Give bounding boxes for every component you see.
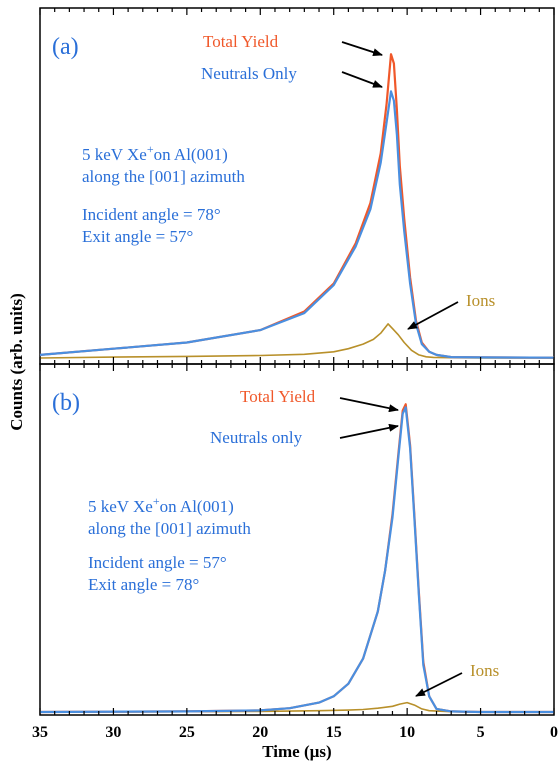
x-tick-labels: 35 30 25 20 15 10 5 0 [32, 724, 558, 741]
panel-a-total-label: Total Yield [203, 32, 279, 51]
panel-a-total-arrow [341, 41, 383, 57]
y-axis-label: Counts (arb. units) [7, 293, 26, 430]
panel-a-desc-line2: along the [001] azimuth [82, 167, 245, 186]
panel-b-desc-line2: along the [001] azimuth [88, 519, 251, 538]
axis-ticks [39, 8, 555, 715]
panel-b-neutrals-label: Neutrals only [210, 428, 303, 447]
panel-a-frame [39, 7, 555, 365]
x-tick-label: 20 [252, 724, 268, 741]
panel-a-label: (a) [52, 34, 79, 60]
panel-b-label: (b) [52, 390, 80, 416]
panel-a-ions-arrow [407, 301, 459, 330]
panel-b-incident: Incident angle = 57° [88, 553, 227, 572]
panel-b-frame [39, 363, 555, 716]
x-tick-label: 35 [32, 724, 48, 741]
panel-b-total-arrow [339, 397, 399, 413]
panel-b-total-label: Total Yield [240, 387, 316, 406]
x-tick-label: 25 [179, 724, 195, 741]
panel-a-exit: Exit angle = 57° [82, 227, 193, 246]
x-tick-label: 5 [477, 724, 485, 741]
panel-a-ions-label: Ions [466, 291, 495, 310]
panel-b-desc-line1: 5 keV Xe+on Al(001) [88, 494, 234, 516]
x-tick-label: 15 [326, 724, 342, 741]
panel-b-ions-label: Ions [470, 661, 499, 680]
panel-a-neutrals-label: Neutrals Only [201, 64, 297, 83]
panel-b-ions-arrow [415, 672, 463, 697]
x-tick-label: 30 [105, 724, 121, 741]
panel-a-incident: Incident angle = 78° [82, 205, 221, 224]
panel-b-exit: Exit angle = 78° [88, 575, 199, 594]
x-axis-label: Time (µs) [262, 742, 331, 761]
panel-a-ions-series [39, 323, 554, 359]
x-tick-label: 10 [399, 724, 415, 741]
panel-a-neutrals-series [39, 90, 555, 359]
panel-a-desc-line1: 5 keV Xe+on Al(001) [82, 142, 228, 164]
panel-b-neutrals-arrow [339, 423, 399, 439]
panel-b-neutrals-series [39, 406, 554, 714]
panel-a-neutrals-arrow [341, 71, 383, 88]
x-tick-label: 0 [550, 724, 558, 741]
panel-a-curves [39, 53, 555, 359]
